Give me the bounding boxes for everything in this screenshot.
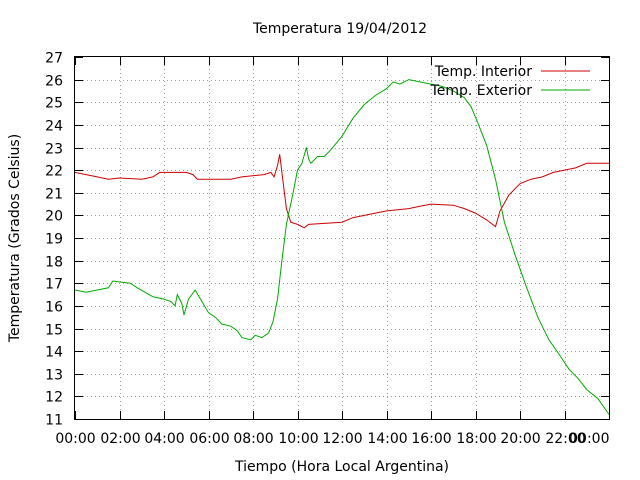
x-tick-label: 18:00 bbox=[456, 431, 496, 447]
y-tick-labels: 11 12 13 14 15 16 17 18 19 20 21 22 23 24 25 26 27 bbox=[45, 51, 63, 429]
legend: Temp. Interior Temp. Exterior bbox=[430, 64, 590, 99]
y-tick-label: 26 bbox=[45, 74, 63, 90]
legend-label-temp-exterior: Temp. Exterior bbox=[430, 83, 533, 99]
y-tick-label: 23 bbox=[45, 142, 63, 158]
y-tick-label: 24 bbox=[45, 119, 63, 135]
x-tick-label: 16:00 bbox=[411, 431, 451, 447]
x-tick-label: 00:00 bbox=[569, 431, 609, 447]
series-group bbox=[74, 79, 610, 415]
y-tick-label: 19 bbox=[45, 232, 63, 248]
legend-label-temp-interior: Temp. Interior bbox=[434, 64, 533, 80]
series-line-temp-interior bbox=[74, 154, 609, 229]
y-tick-label: 22 bbox=[45, 164, 63, 180]
y-tick-label: 18 bbox=[45, 255, 63, 271]
x-tick-label: 08:00 bbox=[233, 431, 273, 447]
y-tick-label: 14 bbox=[45, 345, 63, 361]
x-tick-label: 06:00 bbox=[189, 431, 229, 447]
x-tick-labels: 00:00 02:00 04:00 06:00 08:00 10:00 12:00 14:00… bbox=[55, 431, 609, 447]
y-tick-label: 21 bbox=[45, 187, 63, 203]
y-tick-label: 16 bbox=[45, 300, 63, 316]
x-tick-label: 04:00 bbox=[144, 431, 184, 447]
x-tick-label: 20:00 bbox=[500, 431, 540, 447]
y-tick-label: 11 bbox=[45, 413, 63, 429]
y-tick-label: 13 bbox=[45, 368, 63, 384]
y-axis-label: Temperatura (Grados Celsius) bbox=[7, 134, 23, 343]
x-tick-label: 00:00 bbox=[55, 431, 95, 447]
x-tick-label: 10:00 bbox=[278, 431, 318, 447]
plot-frame bbox=[74, 56, 610, 420]
x-tick-label: 02:00 bbox=[100, 431, 140, 447]
y-tick-label: 15 bbox=[45, 323, 63, 339]
x-tick-label: 14:00 bbox=[367, 431, 407, 447]
grid bbox=[75, 57, 609, 419]
x-tick-label: 22:00 bbox=[545, 431, 585, 447]
y-tick-label: 20 bbox=[45, 209, 63, 225]
series-line-temp-exterior bbox=[74, 79, 610, 415]
y-tick-label: 12 bbox=[45, 390, 63, 406]
y-tick-label: 17 bbox=[45, 277, 63, 293]
y-tick-label: 25 bbox=[45, 96, 63, 112]
chart-title: Temperatura 19/04/2012 bbox=[252, 21, 427, 37]
y-tick-label: 27 bbox=[45, 51, 63, 67]
ticks bbox=[75, 57, 610, 420]
x-axis-label: Tiempo (Hora Local Argentina) bbox=[234, 459, 449, 475]
x-tick-label: 12:00 bbox=[322, 431, 362, 447]
